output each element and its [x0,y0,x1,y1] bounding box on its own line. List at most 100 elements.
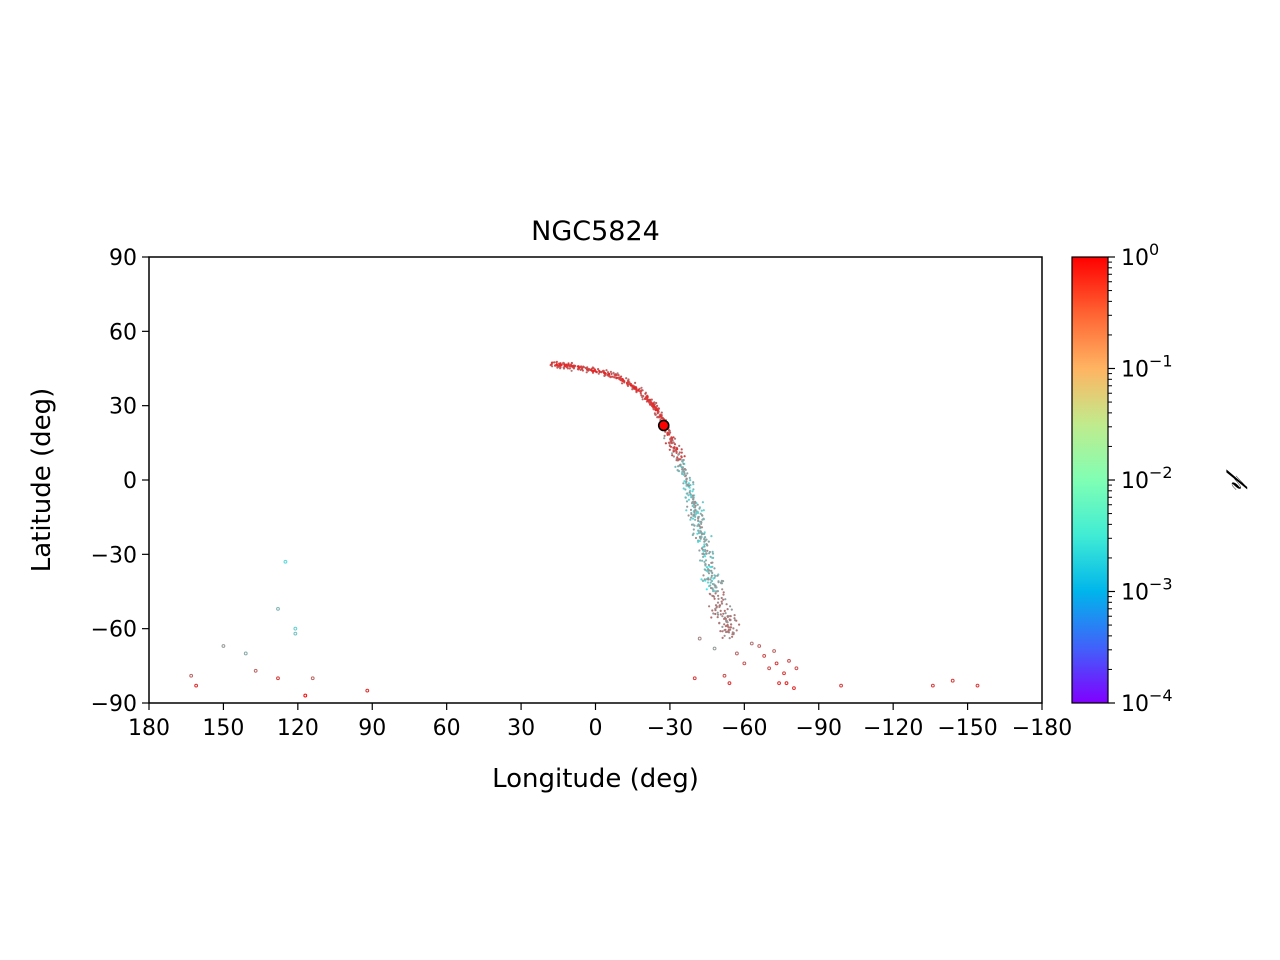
stream-point [715,606,718,609]
stream-point [672,455,676,458]
stream-point [721,630,724,633]
outlier-point [749,641,754,646]
stream-point [679,463,682,467]
stream-point [640,386,643,389]
stream-point [712,556,715,560]
stream-point [738,623,741,626]
outlier-point [303,693,308,698]
stream-point [698,535,702,539]
stream-point [688,476,691,479]
stream-point [609,370,613,373]
stream-point [722,593,725,596]
stream-point [711,565,714,568]
stream-point [656,404,659,407]
stream-point [685,509,688,512]
stream-point [641,398,644,401]
stream-point [693,524,696,527]
stream-point [716,590,720,593]
stream-point [584,367,588,370]
stream-point [559,366,562,369]
stream-point [675,451,678,454]
stream-point [606,371,610,374]
stream-point [735,629,738,632]
stream-point [581,369,585,372]
stream-point [715,586,718,589]
stream-point [672,436,675,439]
stream-point [735,619,738,622]
stream-point [591,371,595,374]
stream-point [726,608,729,611]
stream-point [697,517,700,520]
stream-point [646,395,649,398]
stream-point [555,363,559,366]
stream-point [708,592,711,595]
stream-point [706,549,709,552]
stream-point [686,483,689,486]
stream-point [710,535,713,538]
stream-point [721,625,724,629]
x-tick-label: 90 [358,716,386,741]
stream-point [722,591,725,594]
stream-point [716,574,719,577]
stream-point [707,568,710,571]
stream-point [666,433,669,436]
stream-point [661,417,664,420]
y-tick-label: −30 [91,543,137,568]
stream-point [586,368,589,371]
stream-point [723,634,726,637]
stream-point [723,609,726,613]
stream-point [716,611,719,614]
plot-frame [148,256,1043,704]
stream-point [685,480,688,483]
stream-point [720,600,723,603]
stream-point [656,409,659,412]
stream-point [690,516,693,519]
stream-point [678,451,681,454]
stream-point [722,580,725,583]
stream-point [722,598,725,601]
stream-point [611,375,614,378]
stream-point [678,458,681,461]
stream-point [708,569,711,572]
outlier-point [221,644,226,648]
stream-point [562,366,565,369]
x-tick-label: 150 [202,716,244,741]
stream-point [701,514,704,517]
outlier-point [310,676,315,681]
y-tick-label: 0 [123,469,137,494]
stream-point [621,377,624,381]
stream-point [704,550,707,553]
outlier-point [742,661,747,666]
stream-point [671,454,674,457]
stream-point [703,545,706,548]
y-tick-label: 90 [109,246,137,271]
stream-point [711,552,715,555]
stream-point [700,509,703,512]
stream-point [701,579,705,583]
cluster-marker [657,419,670,432]
stream-point [696,503,699,506]
stream-point [707,577,710,581]
stream-point [684,488,687,491]
stream-point [677,453,681,456]
stream-point [670,452,674,455]
stream-point [717,594,720,597]
stream-point [704,536,707,539]
x-tick-label: 120 [277,716,319,741]
stream-point [699,530,702,533]
outlier-point [772,649,776,653]
stream-point [605,369,608,372]
stream-point [610,372,613,376]
stream-point [731,635,734,638]
stream-point [639,390,642,393]
x-tick-label: −150 [937,716,997,741]
stream-point [683,470,686,473]
stream-point [705,588,708,591]
stream-point [699,559,702,562]
stream-point [684,496,687,499]
stream-point [615,376,619,379]
stream-point [717,581,720,584]
stream-point [629,382,633,386]
stream-point [713,576,716,579]
stream-point [722,612,725,615]
